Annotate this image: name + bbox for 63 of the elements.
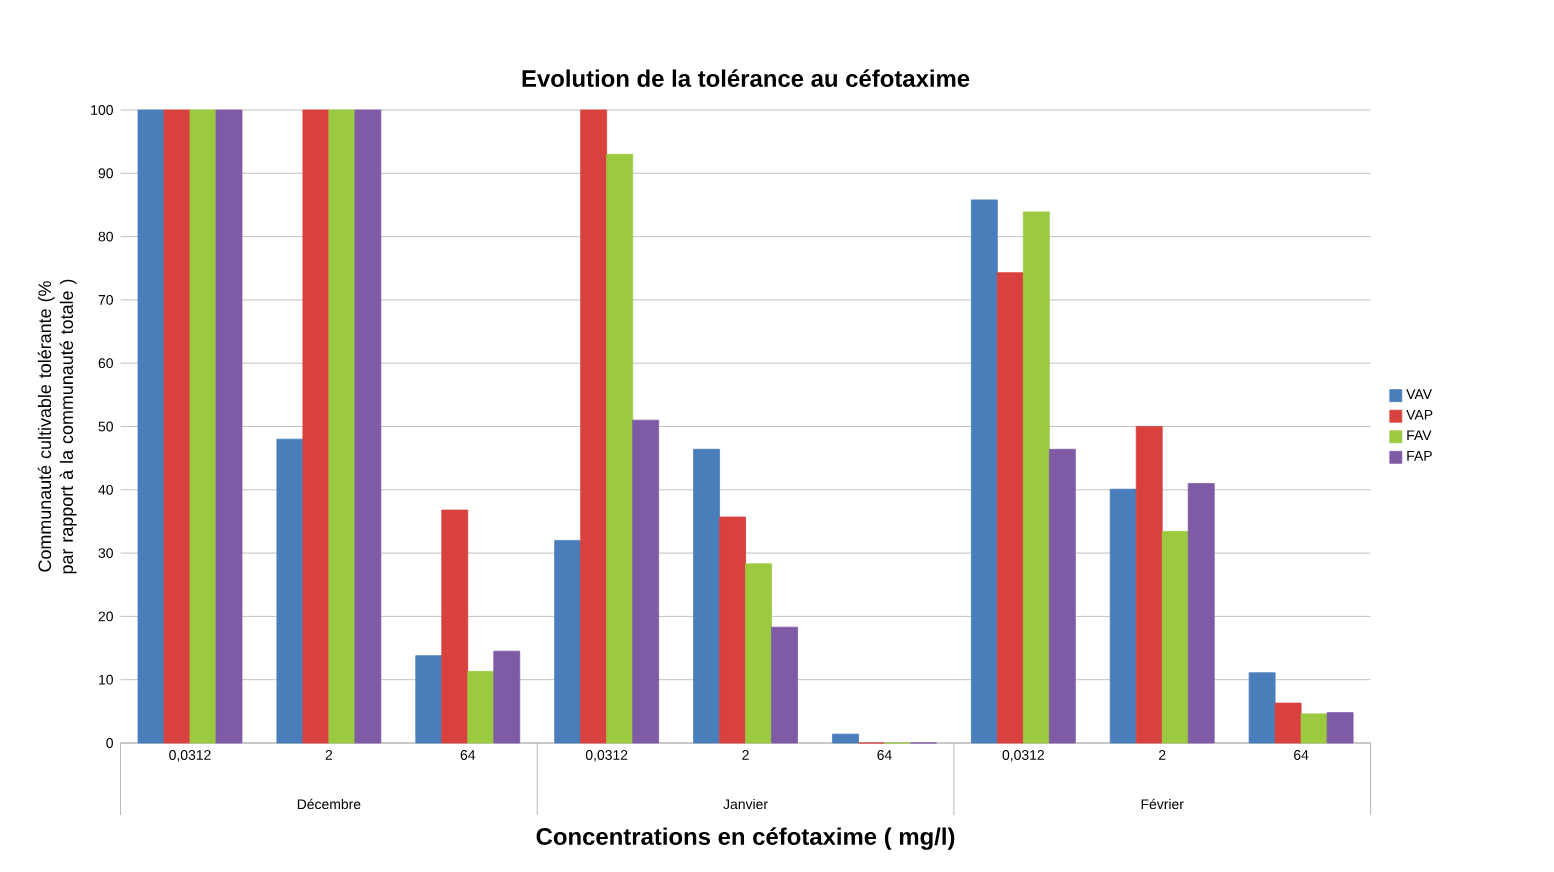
y-tick-label: 40 (98, 484, 113, 495)
y-tick-label: 90 (98, 168, 113, 179)
x-tick-label: 0,0312 (585, 750, 628, 762)
y-tick-label: 30 (98, 548, 113, 559)
bar (1161, 531, 1189, 744)
y-tick-label: 70 (98, 294, 113, 305)
x-tick-label: 2 (1159, 750, 1166, 760)
y-tick-label: 80 (98, 231, 113, 242)
bar (354, 109, 382, 744)
x-tick-label: 0,0312 (169, 750, 211, 762)
y-tick-label: 100 (91, 105, 113, 115)
y-tick-label: 10 (99, 674, 113, 685)
y-tick-label: 20 (98, 611, 113, 622)
legend-label: FAP (1407, 451, 1432, 461)
bar (441, 509, 469, 744)
x-tick-label: 0,0312 (1002, 750, 1044, 762)
bar (771, 626, 798, 744)
bar (189, 109, 217, 744)
y-tick-label: 50 (98, 421, 113, 432)
bar (996, 272, 1024, 744)
bar (693, 448, 720, 744)
bar (137, 109, 165, 744)
bar (1048, 448, 1076, 744)
x-tick-label: 2 (742, 750, 749, 760)
x-tick-label: 2 (325, 750, 333, 760)
bar (163, 109, 191, 744)
bar (1300, 713, 1328, 744)
bar (302, 109, 330, 744)
y-tick-label: 60 (98, 358, 113, 369)
y-tick-label: 0 (106, 738, 113, 748)
bar (580, 109, 608, 744)
bar (1274, 702, 1302, 744)
bar (415, 655, 443, 744)
legend-label: VAP (1406, 409, 1433, 420)
bar (215, 109, 243, 744)
chart-title: Evolution de la tolérance au céfotaxime (522, 69, 970, 87)
bar (606, 153, 634, 744)
x-axis-title: Concentrations en céfotaxime ( mg/l) (536, 827, 955, 850)
x-tick-label: 64 (460, 750, 476, 760)
bar (632, 419, 660, 744)
legend-label: VAV (1406, 389, 1432, 399)
text: Décembre (297, 798, 361, 810)
bar (276, 438, 304, 744)
legend-label: FAV (1407, 430, 1432, 441)
y-axis-title: Communauté cultivable tolérante (% par rapport à la communauté totale ) (37, 279, 77, 574)
bar (1135, 426, 1163, 744)
x-tick-label: 64 (877, 750, 892, 760)
bar (1187, 483, 1215, 744)
bar (493, 650, 521, 744)
text: Février (1141, 798, 1184, 810)
bar (832, 733, 859, 744)
bar (1326, 712, 1354, 744)
bar (467, 671, 495, 744)
bar (1022, 211, 1050, 744)
x-tick-label: 64 (1294, 750, 1309, 760)
bar (970, 199, 998, 744)
bar (719, 516, 746, 744)
bar (1109, 488, 1137, 744)
bar (554, 540, 582, 744)
bar (1248, 672, 1276, 744)
bar (328, 109, 356, 744)
text: Janvier (723, 798, 768, 810)
bar (745, 563, 772, 744)
